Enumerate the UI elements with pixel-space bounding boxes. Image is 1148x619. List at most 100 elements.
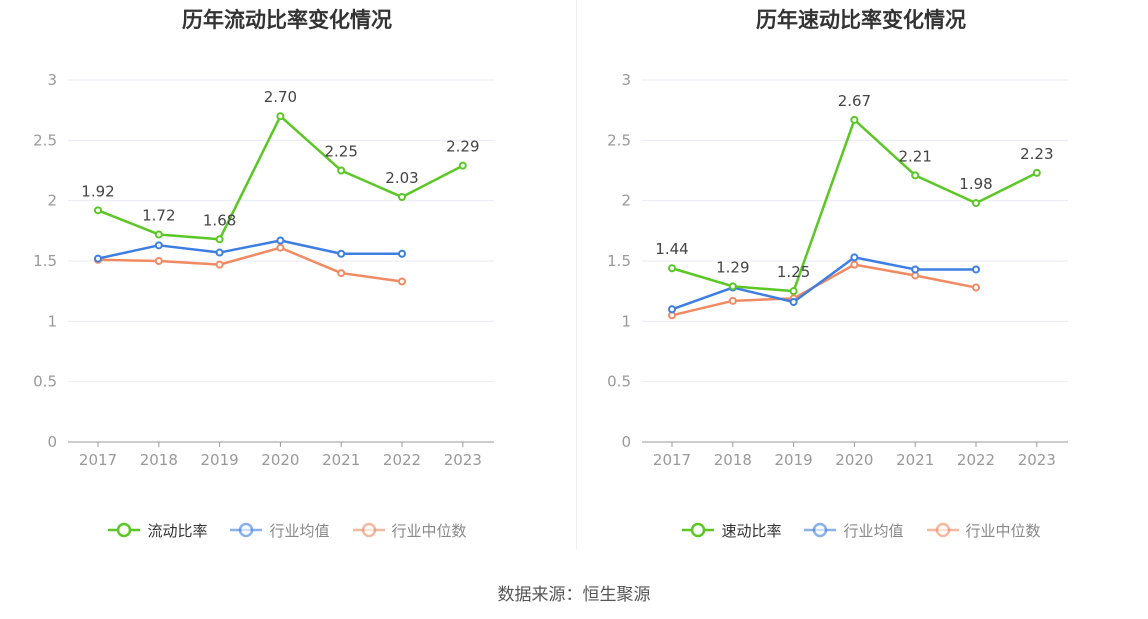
data-label: 1.44 <box>655 240 688 258</box>
data-label: 1.29 <box>716 258 749 276</box>
legend-marker-icon <box>926 522 959 538</box>
y-tick-label: 0 <box>47 433 57 451</box>
data-point <box>215 260 224 269</box>
data-point <box>972 283 980 292</box>
legend-label: 流动比率 <box>147 521 208 540</box>
y-tick-label: 0.5 <box>33 373 57 391</box>
legend-marker-icon <box>108 522 141 538</box>
data-point <box>337 166 346 175</box>
data-label: 1.98 <box>959 175 992 193</box>
data-point <box>276 236 285 245</box>
x-tick-label: 2020 <box>261 451 299 469</box>
data-point <box>276 112 285 121</box>
data-point <box>337 269 346 278</box>
quick-ratio-chart: 0 0.5 1 1.5 2 2.5 3 2017 2018 2019 2020 2021 2022 202… <box>607 71 1068 469</box>
data-point <box>728 282 737 291</box>
legend: 速动比率 行业均值 行业中位数 <box>574 518 1148 542</box>
data-point <box>398 193 406 202</box>
data-point <box>276 243 285 252</box>
quick-ratio-panel: 历年速动比率变化情况 0 0.5 1 1.5 2 2.5 3 2017 2018 2019 2020… <box>574 0 1148 560</box>
legend-item[interactable]: 行业均值 <box>803 520 904 541</box>
data-label: 2.03 <box>385 169 418 187</box>
legend-label: 行业均值 <box>843 521 904 540</box>
legend-item[interactable]: 流动比率 <box>107 520 207 541</box>
data-point <box>215 248 224 257</box>
legend-marker-icon <box>352 522 385 538</box>
data-label: 1.25 <box>777 263 810 281</box>
data-point <box>668 264 676 273</box>
legend-label: 速动比率 <box>721 521 782 540</box>
data-point <box>215 235 224 244</box>
legend-marker-icon <box>804 522 837 538</box>
y-tick-label: 3 <box>621 71 631 89</box>
data-point <box>337 249 346 258</box>
legend-label: 行业中位数 <box>965 521 1041 540</box>
legend-label: 行业均值 <box>269 521 330 540</box>
x-tick-label: 2017 <box>79 451 117 469</box>
data-label: 2.23 <box>1020 145 1053 163</box>
data-point <box>398 249 406 258</box>
data-label: 2.25 <box>324 143 357 161</box>
x-tick-label: 2020 <box>835 451 873 469</box>
y-tick-label: 2.5 <box>33 131 57 149</box>
data-point <box>154 257 163 265</box>
x-tick-label: 2023 <box>444 451 482 469</box>
x-tick-label: 2018 <box>140 451 178 469</box>
data-label: 2.29 <box>446 138 479 156</box>
x-tick-label: 2022 <box>957 451 995 469</box>
x-tick-label: 2022 <box>383 451 421 469</box>
y-tick-label: 2.5 <box>607 131 631 149</box>
x-tick-label: 2017 <box>653 451 691 469</box>
y-tick-label: 1 <box>47 312 57 330</box>
data-source-footer: 数据来源：恒生聚源 <box>497 585 651 605</box>
y-tick-label: 1.5 <box>33 252 57 270</box>
data-label: 2.21 <box>898 147 931 165</box>
data-point <box>728 296 737 305</box>
data-point <box>668 305 676 314</box>
x-tick-label: 2019 <box>201 451 239 469</box>
legend: 流动比率 行业均值 行业中位数 <box>0 518 574 542</box>
y-tick-label: 2 <box>621 192 631 210</box>
data-label: 1.92 <box>81 182 114 200</box>
series-line <box>671 263 977 317</box>
data-label: 2.70 <box>264 88 297 106</box>
legend-item[interactable]: 行业中位数 <box>926 520 1041 541</box>
x-tick-label: 2021 <box>896 451 934 469</box>
legend-item[interactable]: 行业均值 <box>229 520 330 541</box>
y-tick-label: 0.5 <box>607 373 631 391</box>
data-label: 1.68 <box>203 211 236 229</box>
data-point <box>850 115 859 124</box>
series-line <box>671 256 976 311</box>
data-point <box>850 253 859 262</box>
legend-marker-icon <box>230 522 263 538</box>
data-point <box>458 161 467 170</box>
y-tick-label: 3 <box>47 71 57 89</box>
y-tick-label: 0 <box>621 433 631 451</box>
data-point <box>972 199 980 208</box>
data-point <box>850 260 859 269</box>
legend-marker-icon <box>682 522 715 538</box>
series-line <box>97 246 403 283</box>
y-tick-label: 1 <box>621 312 631 330</box>
data-label: 2.67 <box>838 92 871 110</box>
legend-label: 行业中位数 <box>391 521 467 540</box>
x-tick-label: 2021 <box>322 451 360 469</box>
x-tick-label: 2018 <box>714 451 752 469</box>
current-ratio-panel: 历年流动比率变化情况 0 0.5 1 1.5 2 2.5 3 2017 2018 2019 2020… <box>0 0 574 560</box>
chart-title: 历年流动比率变化情况 <box>182 8 392 32</box>
data-label: 1.72 <box>142 206 175 224</box>
legend-item[interactable]: 行业中位数 <box>352 520 467 541</box>
data-point <box>154 241 163 250</box>
data-point <box>94 254 102 263</box>
legend-item[interactable]: 速动比率 <box>681 520 781 541</box>
series-line <box>97 239 402 260</box>
x-tick-label: 2019 <box>775 451 813 469</box>
data-point <box>972 265 980 274</box>
y-tick-label: 2 <box>47 192 57 210</box>
data-point <box>1032 168 1041 177</box>
panel-divider <box>576 0 577 550</box>
data-point <box>911 265 920 274</box>
current-ratio-chart: 0 0.5 1 1.5 2 2.5 3 2017 2018 2019 2020 2021 2022 202… <box>33 71 494 469</box>
data-point <box>911 171 920 180</box>
data-point <box>154 230 163 239</box>
